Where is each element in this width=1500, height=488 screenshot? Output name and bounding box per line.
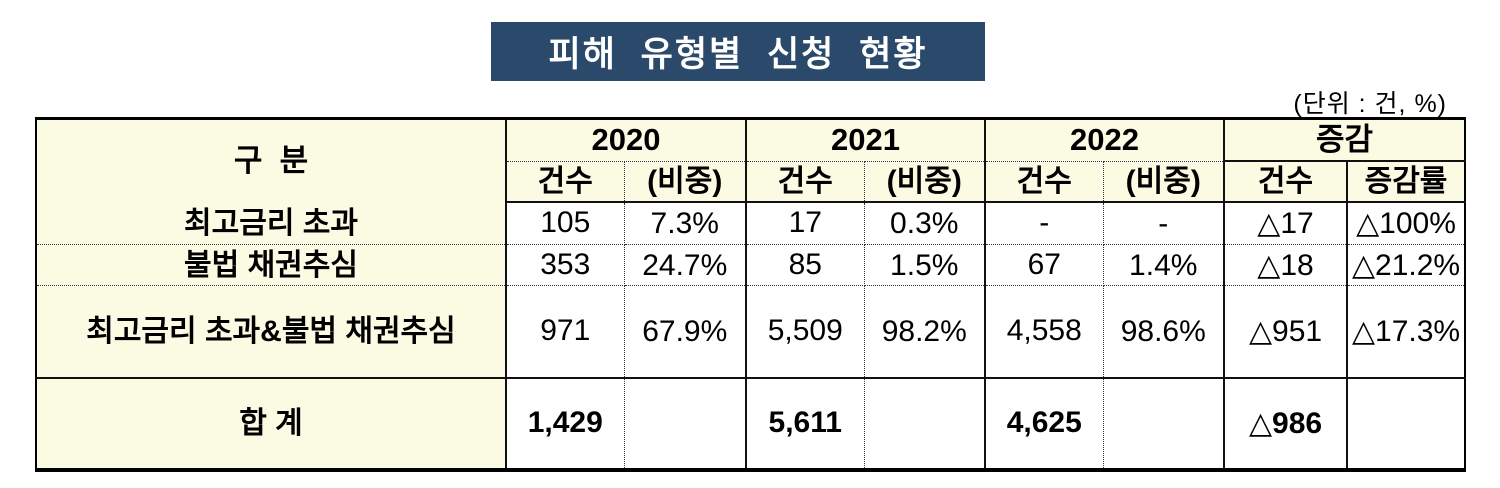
value-cell: 24.7%: [624, 244, 747, 287]
value-cell: 5,611: [746, 377, 865, 470]
value-cell: [864, 377, 986, 470]
value-cell: 7.3%: [624, 202, 747, 245]
col-group-2020: 2020: [506, 118, 747, 162]
value-cell: 4,558: [985, 285, 1104, 379]
corner-header: 구 분: [36, 118, 507, 203]
value-cell: 105: [506, 202, 625, 245]
value-cell: -: [985, 202, 1104, 245]
value-cell: -: [1103, 202, 1225, 245]
page-title-banner: 피해 유형별 신청 현황: [491, 22, 985, 81]
table-row: 최고금리 초과 105 7.3% 17 0.3% - - △17 △100%: [36, 202, 1466, 245]
row-label: 불법 채권추심: [36, 244, 507, 287]
value-cell: [624, 377, 747, 470]
row-label: 합 계: [36, 377, 507, 470]
value-cell: 98.2%: [864, 285, 986, 379]
col-group-change: 증감: [1224, 118, 1466, 163]
value-cell: 67.9%: [624, 285, 747, 379]
subheader-change-count: 건수: [1224, 161, 1348, 204]
row-label: 최고금리 초과: [36, 202, 507, 245]
value-cell: 0.3%: [864, 202, 986, 245]
subheader-2020-share: (비중): [624, 161, 747, 204]
damage-type-table: 구 분 2020 2021 2022 증감 건수 (비중) 건수 (비중) 건수…: [35, 117, 1467, 472]
value-cell: △986: [1224, 377, 1348, 470]
unit-label: (단위 : 건, %): [1293, 90, 1447, 118]
col-group-2021: 2021: [746, 118, 986, 162]
header-row-sub: 건수 (비중) 건수 (비중) 건수 (비중) 건수 증감률: [36, 161, 1466, 204]
value-cell: 971: [506, 285, 625, 379]
table-row: 불법 채권추심 353 24.7% 85 1.5% 67 1.4% △18 △2…: [36, 244, 1466, 287]
page-title: 피해 유형별 신청 현황: [548, 35, 928, 74]
subheader-2021-count: 건수: [746, 161, 865, 204]
value-cell: 85: [746, 244, 865, 287]
subheader-2022-count: 건수: [985, 161, 1104, 204]
value-cell: 1.5%: [864, 244, 986, 287]
value-cell: 4,625: [985, 377, 1104, 470]
value-cell: 17: [746, 202, 865, 245]
value-cell: 1,429: [506, 377, 625, 470]
header-row-years: 구 분 2020 2021 2022 증감: [36, 118, 1466, 203]
subheader-2021-share: (비중): [864, 161, 986, 204]
value-cell: 98.6%: [1103, 285, 1225, 379]
value-cell: △21.2%: [1347, 244, 1466, 287]
row-label: 최고금리 초과&불법 채권추심: [36, 285, 507, 379]
value-cell: △100%: [1347, 202, 1466, 245]
table-row: 최고금리 초과&불법 채권추심 971 67.9% 5,509 98.2% 4,…: [36, 285, 1466, 379]
value-cell: 5,509: [746, 285, 865, 379]
subheader-2022-share: (비중): [1103, 161, 1225, 204]
value-cell: △951: [1224, 285, 1348, 379]
table-row-total: 합 계 1,429 5,611 4,625 △986: [36, 377, 1466, 470]
value-cell: [1347, 377, 1466, 470]
value-cell: △18: [1224, 244, 1348, 287]
value-cell: 1.4%: [1103, 244, 1225, 287]
col-group-2022: 2022: [985, 118, 1225, 162]
value-cell: [1103, 377, 1225, 470]
value-cell: △17.3%: [1347, 285, 1466, 379]
value-cell: 353: [506, 244, 625, 287]
subheader-change-rate: 증감률: [1347, 161, 1466, 204]
subheader-2020-count: 건수: [506, 161, 625, 204]
value-cell: 67: [985, 244, 1104, 287]
value-cell: △17: [1224, 202, 1348, 245]
